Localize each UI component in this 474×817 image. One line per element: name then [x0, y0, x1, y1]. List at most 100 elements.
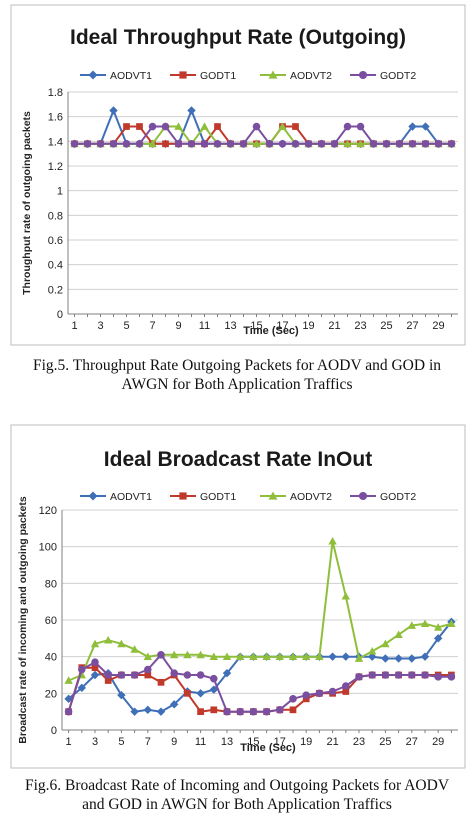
data-point	[209, 652, 218, 661]
legend-entry-godt2: GODT2	[350, 70, 416, 82]
data-point	[130, 671, 139, 679]
y-tick-label: 1	[57, 186, 63, 198]
legend-entry-aodvt2: AODVT2	[260, 491, 332, 503]
data-point	[278, 140, 287, 148]
throughput-chart-svg: Ideal Throughput Rate (Outgoing) AODVT1 GO…	[10, 4, 466, 346]
data-point	[91, 658, 99, 666]
legend-marker	[88, 491, 98, 501]
data-point	[183, 671, 192, 679]
legend-label: AODVT1	[110, 491, 152, 503]
y-tick-label: 1.8	[48, 87, 63, 99]
data-point	[210, 706, 218, 714]
data-point	[91, 664, 99, 672]
data-point	[302, 652, 311, 661]
y-tick-label: 1.2	[48, 161, 63, 173]
data-point	[200, 122, 209, 130]
data-point	[144, 671, 152, 679]
data-point	[196, 650, 205, 659]
y-tick-label: 0.4	[48, 260, 63, 272]
legend-marker	[179, 71, 187, 79]
x-tick-label: 25	[380, 320, 392, 332]
fig6-caption-line1: Fig.6. Broadcast Rate of Incoming and Ou…	[24, 777, 450, 794]
data-point	[342, 688, 350, 695]
broadcast-chart: Ideal Broadcast Rate InOut AODVT1 GODT1 AOD…	[10, 424, 466, 769]
data-point	[252, 122, 261, 131]
series-godt2	[64, 651, 456, 716]
data-point	[343, 139, 352, 148]
data-point	[408, 671, 416, 679]
x-tick-label: 27	[406, 320, 418, 332]
data-point	[288, 652, 298, 661]
legend-marker	[268, 491, 278, 500]
fig6-caption: Fig.6. Broadcast Rate of Incoming and Ou…	[0, 776, 474, 814]
data-point	[109, 140, 118, 148]
data-point	[342, 682, 350, 690]
data-point	[369, 140, 378, 148]
data-point	[381, 671, 390, 679]
data-point	[70, 140, 79, 148]
data-point	[148, 139, 157, 148]
x-tick-label: 9	[175, 320, 181, 332]
data-point	[420, 619, 430, 628]
data-point	[64, 676, 73, 684]
y-tick-label: 100	[39, 542, 57, 554]
x-tick-label: 9	[171, 736, 177, 748]
series-line	[68, 540, 452, 682]
x-tick-label: 27	[406, 736, 418, 748]
x-axis-label: Time (Sec)	[240, 742, 296, 754]
chart-title: Ideal Throughput Rate (Outgoing)	[70, 26, 406, 49]
data-point	[408, 140, 417, 148]
data-point	[196, 671, 205, 679]
x-tick-label: 13	[221, 736, 233, 748]
data-point	[78, 665, 86, 674]
data-point	[252, 139, 261, 148]
x-tick-label: 23	[354, 320, 366, 332]
data-point	[90, 639, 100, 648]
legend-entry-godt1: GODT1	[170, 70, 236, 82]
x-tick-label: 29	[432, 736, 444, 748]
x-tick-label: 15	[250, 320, 262, 332]
data-point	[275, 652, 284, 661]
data-point	[213, 140, 222, 148]
data-point	[170, 650, 179, 659]
data-point	[447, 140, 456, 148]
data-point	[262, 707, 271, 716]
data-point	[222, 652, 232, 661]
x-tick-label: 29	[432, 320, 444, 332]
series-godt2	[70, 122, 456, 148]
legend-label: GODT2	[380, 70, 416, 82]
x-tick-label: 1	[66, 736, 72, 748]
data-point	[83, 140, 92, 148]
data-point	[136, 123, 143, 130]
x-tick-label: 19	[300, 736, 312, 748]
data-point	[278, 122, 287, 130]
data-point	[289, 695, 297, 703]
data-point	[394, 671, 403, 679]
x-tick-label: 23	[353, 736, 365, 748]
y-tick-label: 20	[45, 688, 57, 700]
x-tick-label: 19	[302, 320, 314, 332]
data-point	[200, 140, 209, 148]
data-point	[236, 707, 244, 716]
data-point	[447, 619, 456, 628]
data-point	[117, 671, 126, 679]
legend-entry-godt1: GODT1	[170, 491, 236, 503]
x-tick-label: 3	[92, 736, 98, 748]
legend-label: AODVT2	[290, 491, 332, 503]
data-point	[90, 670, 100, 680]
x-tick-label: 11	[199, 320, 210, 332]
legend-label: AODVT2	[290, 70, 332, 82]
data-point	[395, 140, 404, 148]
legend-entry-aodvt1: AODVT1	[80, 70, 152, 82]
x-axis-label: Time (Sec)	[243, 325, 299, 337]
data-point	[328, 687, 337, 696]
x-tick-label: 15	[247, 736, 259, 748]
throughput-chart: Ideal Throughput Rate (Outgoing) AODVT1 GO…	[10, 4, 466, 346]
x-tick-label: 7	[145, 736, 151, 748]
x-tick-label: 17	[276, 320, 288, 332]
data-point	[184, 689, 191, 697]
x-tick-label: 13	[224, 320, 236, 332]
data-point	[447, 673, 456, 681]
data-point	[407, 654, 416, 663]
data-point	[381, 639, 390, 648]
